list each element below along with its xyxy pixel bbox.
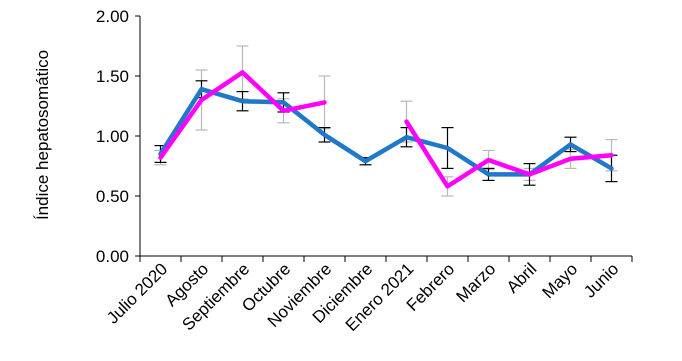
x-tick-label: Marzo — [452, 259, 499, 306]
x-tick-label: Abril — [503, 259, 540, 296]
y-tick-label: 0.50 — [96, 187, 129, 206]
y-tick-label: 1.50 — [96, 67, 129, 86]
blue-series-line — [158, 86, 614, 177]
magenta-series-line — [404, 119, 614, 189]
magenta-series-line — [158, 70, 327, 160]
x-tick-label: Julio 2020 — [103, 259, 171, 327]
x-tick-label: Junio — [580, 259, 622, 301]
y-tick-label: 1.00 — [96, 127, 129, 146]
y-axis-label: Índice hepatosomático — [33, 50, 52, 220]
x-tick-label: Mayo — [538, 259, 581, 302]
y-tick-label: 0.00 — [96, 247, 129, 266]
y-tick-label: 2.00 — [96, 7, 129, 26]
